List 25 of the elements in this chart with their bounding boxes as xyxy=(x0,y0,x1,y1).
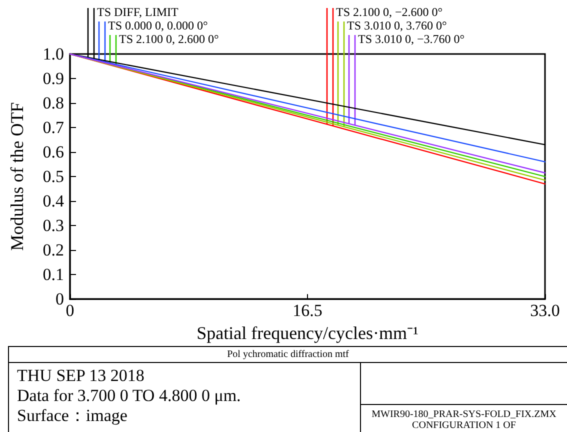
text: Pol ychromatic diffraction mtf xyxy=(9,347,567,363)
y-tick-label: 1.0 xyxy=(42,44,64,64)
text: TS 3.010 0, 3.760 0° xyxy=(347,18,448,32)
y-tick-label: 0.2 xyxy=(42,240,64,260)
text: TS DIFF, LIMIT xyxy=(97,5,180,19)
y-axis-title: Modulus of the OTF xyxy=(7,102,27,251)
series-label: TS 2.100 0, 2.600 0° xyxy=(119,32,220,46)
x-tick-label: 16.5 xyxy=(292,301,322,320)
y-tick-label: 0.3 xyxy=(42,216,64,236)
y-tick-label: 0.8 xyxy=(42,94,64,113)
y-tick-label: 0.4 xyxy=(42,192,64,211)
y-tick-label: 0.1 xyxy=(42,265,64,284)
text: Surface：image xyxy=(17,406,128,426)
text: TS 3.010 0, −3.760 0° xyxy=(358,32,465,46)
y-tick-label: 0.7 xyxy=(42,118,64,138)
y-tick-label: 0.6 xyxy=(42,142,64,162)
y-tick-label: 0.5 xyxy=(42,167,64,186)
text: Data for 3.700 0 TO 4.800 0 μm. xyxy=(17,386,242,406)
text: THU SEP 13 2018 xyxy=(17,366,146,386)
text: MWIR90-180_PRAR-SYS-FOLD_FIX.ZMX CONFIGURATION 1 OF xyxy=(370,409,558,431)
text: TS 0.000 0, 0.000 0° xyxy=(108,18,208,32)
y-tick-label: 0.9 xyxy=(42,69,64,88)
x-axis-title: Spatial frequency/cycles·mm⁻¹ xyxy=(196,323,418,343)
x-tick-label: 33.0 xyxy=(530,301,560,320)
text: TS 2.100 0, −2.600 0° xyxy=(336,5,443,19)
